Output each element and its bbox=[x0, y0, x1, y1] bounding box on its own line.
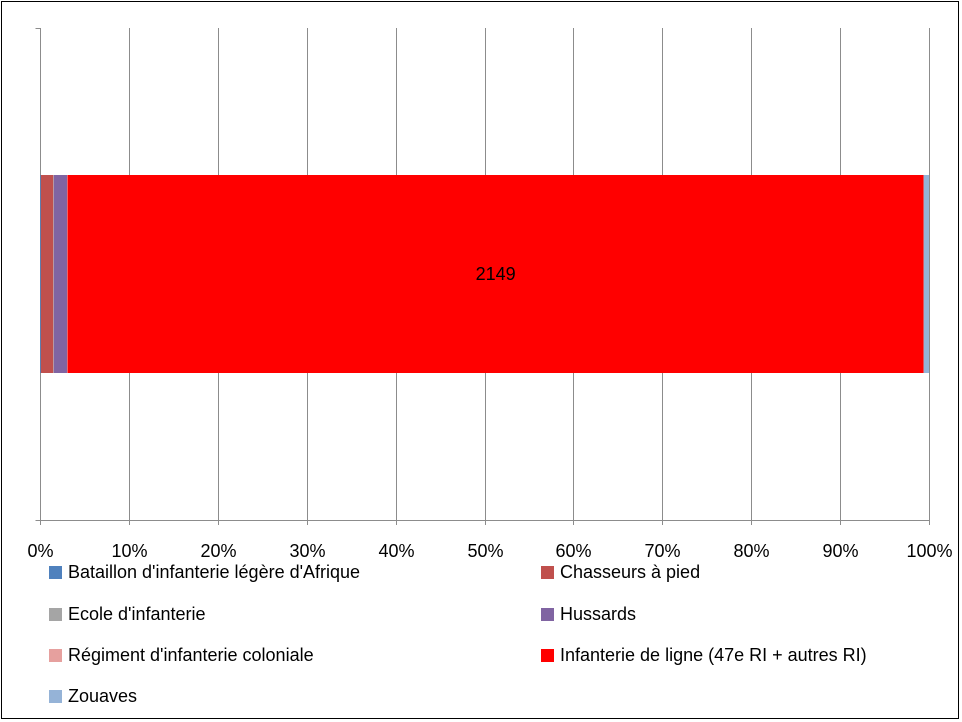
x-tick-label: 50% bbox=[467, 541, 503, 561]
x-tick-label: 10% bbox=[111, 541, 147, 561]
bar-segment-chasseurs-pied bbox=[40, 175, 54, 373]
x-tick-label: 90% bbox=[822, 541, 858, 561]
stacked-bar bbox=[40, 175, 929, 373]
x-tick-label: 80% bbox=[733, 541, 769, 561]
x-axis-tick-labels: 0% 10% 20% 30% 40% 50% 60% 70% 80% 90% 100% bbox=[27, 541, 952, 561]
x-tick-label: 70% bbox=[644, 541, 680, 561]
x-tick-label: 60% bbox=[555, 541, 591, 561]
bar-segment-zouaves bbox=[923, 175, 929, 373]
x-tick-label: 100% bbox=[906, 541, 952, 561]
x-tick-label: 30% bbox=[289, 541, 325, 561]
bar-segment-bataillon-d-infanterie-l-g-re-d-afrique bbox=[40, 175, 41, 373]
x-tick-label: 20% bbox=[200, 541, 236, 561]
bar-segment-hussards bbox=[53, 175, 68, 373]
data-label: 2149 bbox=[476, 264, 516, 284]
bar-segment-infanterie-de-ligne-47e-ri-autres-ri bbox=[67, 175, 924, 373]
data-labels: 2149 bbox=[476, 264, 516, 284]
x-tick-label: 40% bbox=[378, 541, 414, 561]
x-tick-label: 0% bbox=[27, 541, 53, 561]
